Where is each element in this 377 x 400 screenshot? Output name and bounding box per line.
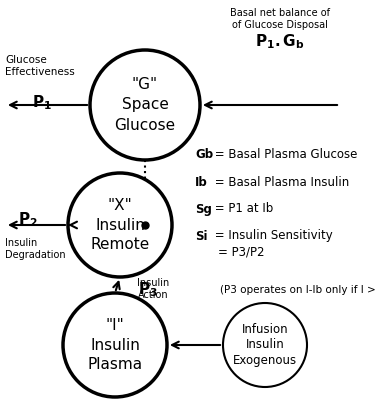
Text: "I": "I" [106, 318, 124, 333]
Text: Basal net balance of
of Glucose Disposal: Basal net balance of of Glucose Disposal [230, 8, 330, 30]
Text: Gb: Gb [195, 148, 213, 162]
Text: Glucose
Effectiveness: Glucose Effectiveness [5, 55, 75, 77]
Text: Insulin: Insulin [246, 338, 284, 352]
Text: Insulin: Insulin [90, 338, 140, 352]
Text: "G": "G" [132, 77, 158, 92]
Text: Glucose: Glucose [115, 118, 176, 133]
Text: = P1 at Ib: = P1 at Ib [211, 202, 273, 216]
Text: Plasma: Plasma [87, 357, 143, 372]
Text: = P3/P2: = P3/P2 [218, 246, 265, 258]
Text: "X": "X" [107, 198, 132, 213]
Text: Sg: Sg [195, 202, 212, 216]
Text: Insulin
Action: Insulin Action [137, 278, 169, 300]
Circle shape [90, 50, 200, 160]
Text: Ib: Ib [195, 176, 208, 188]
Text: $\mathbf{P_2}$: $\mathbf{P_2}$ [18, 211, 38, 229]
Text: Space: Space [121, 98, 169, 112]
Text: Remote: Remote [90, 237, 150, 252]
Circle shape [63, 293, 167, 397]
Text: Infusion: Infusion [242, 322, 288, 336]
Text: (P3 operates on I-Ib only if I > Ib): (P3 operates on I-Ib only if I > Ib) [220, 285, 377, 295]
Circle shape [223, 303, 307, 387]
Text: Insulin
Degradation: Insulin Degradation [5, 238, 66, 260]
Text: $\mathbf{P_1}$: $\mathbf{P_1}$ [32, 94, 52, 112]
Text: = Basal Plasma Glucose: = Basal Plasma Glucose [211, 148, 357, 162]
Text: $\mathbf{P_1}$$\mathbf{.G_b}$: $\mathbf{P_1}$$\mathbf{.G_b}$ [255, 32, 305, 51]
Text: Insulin: Insulin [95, 218, 145, 232]
Text: $\mathbf{P_3}$: $\mathbf{P_3}$ [138, 281, 158, 299]
Text: = Insulin Sensitivity: = Insulin Sensitivity [211, 230, 333, 242]
Text: = Basal Plasma Insulin: = Basal Plasma Insulin [211, 176, 349, 188]
Circle shape [68, 173, 172, 277]
Text: Exogenous: Exogenous [233, 354, 297, 368]
Text: Si: Si [195, 230, 207, 242]
